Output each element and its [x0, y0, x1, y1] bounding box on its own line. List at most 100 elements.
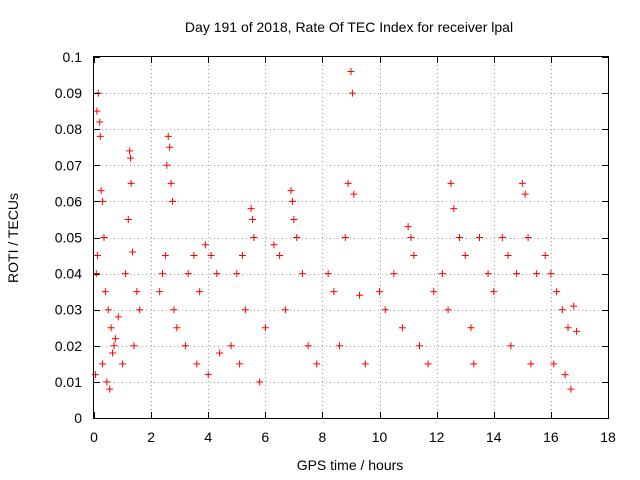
- data-point: [356, 291, 364, 299]
- data-point: [484, 270, 492, 278]
- data-point: [304, 342, 312, 350]
- data-point: [119, 360, 127, 368]
- data-point: [156, 288, 164, 296]
- x-tick-label: 6: [261, 429, 269, 445]
- data-point: [276, 252, 284, 260]
- data-point: [216, 349, 224, 357]
- data-point: [541, 252, 549, 260]
- data-point: [247, 205, 255, 213]
- data-point: [490, 288, 498, 296]
- data-point: [447, 179, 455, 187]
- data-point: [424, 360, 432, 368]
- x-tick-label: 18: [600, 429, 616, 445]
- data-point: [96, 132, 104, 140]
- data-point: [124, 215, 132, 223]
- x-tick-label: 14: [486, 429, 502, 445]
- data-point: [136, 306, 144, 314]
- plot-frame: [93, 56, 609, 419]
- data-point: [341, 234, 349, 241]
- data-point: [238, 252, 246, 260]
- data-point: [430, 288, 438, 296]
- data-point: [561, 371, 569, 379]
- x-tick-label: 12: [429, 429, 445, 445]
- data-point: [410, 252, 418, 260]
- data-point: [236, 360, 244, 368]
- data-point: [166, 143, 174, 151]
- chart-title: Day 191 of 2018, Rate Of TEC Index for r…: [185, 19, 513, 35]
- data-point: [553, 288, 561, 296]
- data-point: [570, 302, 578, 310]
- data-point: [184, 270, 192, 278]
- data-point: [91, 371, 99, 379]
- data-point: [461, 252, 469, 260]
- data-point: [376, 288, 384, 296]
- data-point: [106, 385, 114, 393]
- data-point: [348, 89, 356, 97]
- data-point: [167, 179, 175, 187]
- data-point: [196, 288, 204, 296]
- data-point: [261, 324, 269, 332]
- data-point: [170, 306, 178, 314]
- data-point: [507, 342, 515, 350]
- data-point: [107, 324, 115, 332]
- y-axis-label: ROTI / TECUs: [5, 193, 21, 283]
- data-point: [504, 252, 512, 260]
- data-point: [111, 335, 119, 343]
- data-point: [181, 342, 189, 350]
- x-tick-label: 8: [319, 429, 327, 445]
- data-point: [404, 223, 412, 231]
- data-point: [173, 324, 181, 332]
- data-point: [513, 270, 521, 278]
- data-point: [163, 161, 171, 169]
- x-tick-label: 2: [147, 429, 155, 445]
- y-tick-label: 0: [74, 410, 82, 426]
- y-tick-label: 0.03: [55, 302, 82, 318]
- y-tick-label: 0.1: [63, 49, 83, 65]
- data-point: [103, 378, 111, 386]
- data-point: [573, 327, 581, 335]
- data-point: [381, 306, 389, 314]
- y-tick-label: 0.09: [55, 85, 82, 101]
- data-point: [521, 190, 529, 198]
- data-point: [298, 270, 306, 278]
- data-point: [161, 252, 169, 260]
- data-point: [438, 270, 446, 278]
- data-point: [330, 288, 338, 296]
- y-tick-label: 0.08: [55, 121, 82, 137]
- data-point: [248, 215, 256, 223]
- y-tick-labels: 0 0.01 0.02 0.03 0.04 0.05 0.06 0.07 0.08 0.09 0.1: [55, 49, 82, 426]
- data-point: [104, 306, 112, 314]
- data-point: [416, 342, 424, 350]
- data-point: [564, 324, 572, 332]
- data-point: [241, 306, 249, 314]
- data-point: [518, 179, 526, 187]
- data-point: [193, 360, 201, 368]
- data-point: [129, 248, 137, 256]
- data-points: [91, 67, 581, 393]
- data-point: [288, 197, 296, 205]
- y-tick-label: 0.02: [55, 338, 82, 354]
- data-point: [270, 241, 278, 249]
- data-point: [130, 342, 138, 350]
- data-point: [361, 360, 369, 368]
- data-point: [126, 147, 134, 155]
- data-point: [127, 179, 135, 187]
- x-tick-label: 4: [204, 429, 212, 445]
- data-point: [110, 342, 118, 350]
- data-point: [547, 270, 555, 278]
- data-point: [164, 132, 172, 140]
- x-tick-label: 10: [372, 429, 388, 445]
- data-point: [114, 313, 122, 321]
- data-point: [101, 288, 109, 296]
- data-point: [324, 270, 332, 278]
- data-point: [121, 270, 129, 278]
- data-point: [470, 360, 478, 368]
- x-axis-label: GPS time / hours: [297, 457, 404, 473]
- y-tick-label: 0.07: [55, 157, 82, 173]
- data-point: [390, 270, 398, 278]
- data-point: [336, 342, 344, 350]
- data-point: [227, 342, 235, 350]
- y-tick-label: 0.05: [55, 230, 82, 246]
- data-point: [127, 154, 135, 162]
